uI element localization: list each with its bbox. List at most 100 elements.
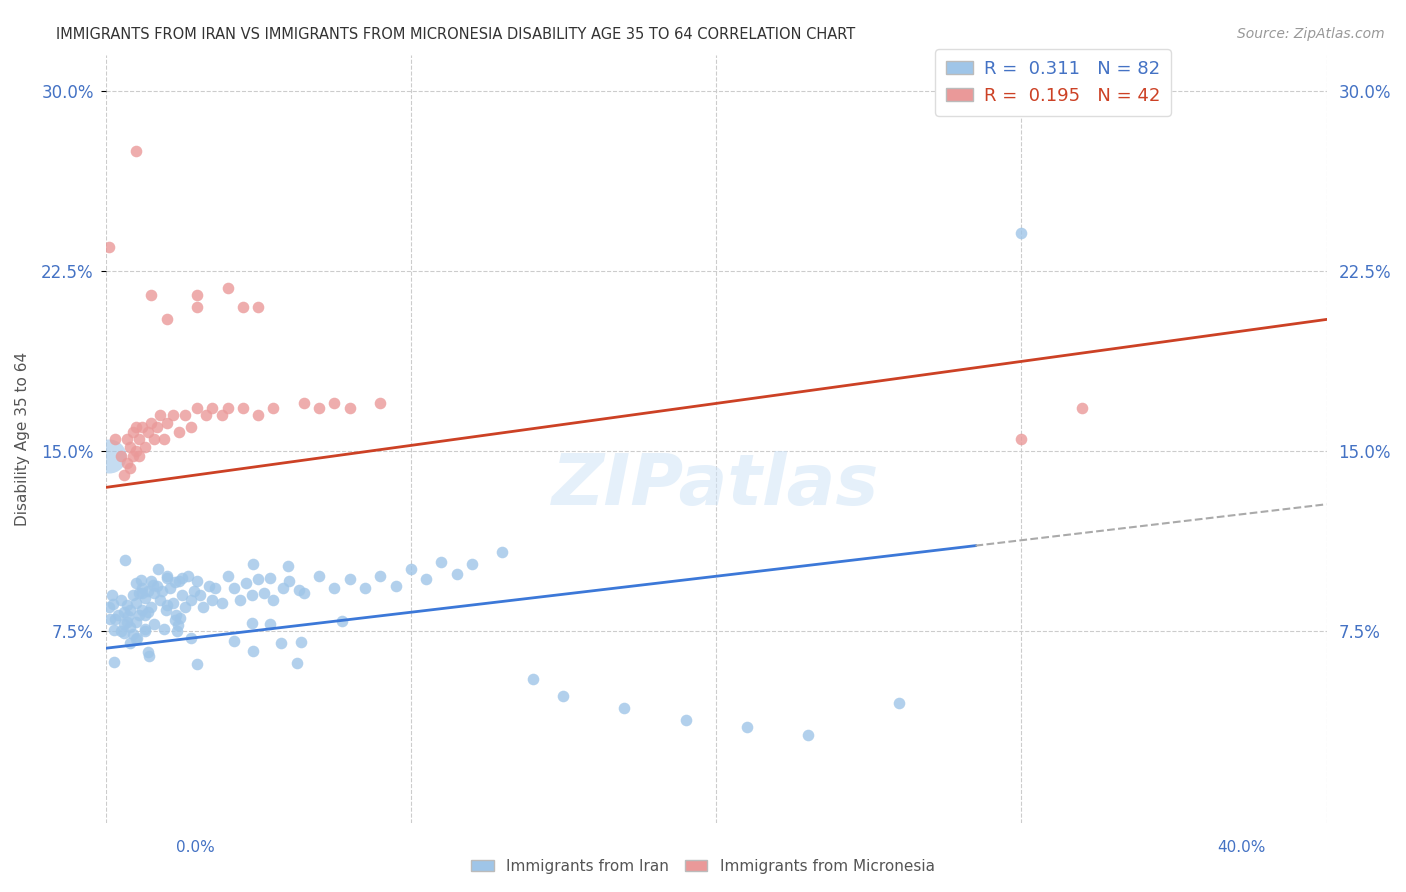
Point (110, 449, 132, 463)
Point (177, 569, 200, 583)
Point (141, 600, 163, 615)
Point (136, 605, 159, 619)
Point (155, 312, 177, 326)
Point (97, 240, 120, 254)
Point (247, 409, 270, 423)
Point (136, 583, 159, 598)
Point (141, 416, 163, 430)
Point (134, 622, 156, 636)
Point (323, 581, 346, 595)
Point (155, 569, 177, 583)
Point (330, 614, 353, 628)
Point (195, 409, 218, 423)
Point (180, 632, 202, 646)
Point (247, 572, 270, 586)
Point (149, 409, 172, 423)
Point (186, 657, 208, 671)
Point (118, 603, 141, 617)
Point (100, 612, 122, 626)
Point (150, 584, 173, 599)
Point (148, 562, 170, 576)
Point (146, 579, 169, 593)
Point (232, 301, 254, 315)
Point (201, 401, 224, 416)
Point (104, 433, 127, 447)
Point (115, 598, 138, 612)
Point (142, 577, 165, 591)
Point (339, 572, 361, 586)
Point (118, 440, 141, 454)
Point (217, 401, 239, 416)
Point (217, 569, 239, 583)
Text: 0.0%: 0.0% (176, 840, 215, 855)
Point (1071, 401, 1094, 416)
Point (259, 571, 281, 585)
Point (889, 697, 911, 711)
Point (128, 433, 150, 447)
Point (399, 562, 422, 576)
Point (141, 288, 163, 302)
Point (222, 633, 245, 648)
Point (103, 624, 125, 638)
Point (170, 589, 193, 603)
Point (186, 401, 208, 416)
Point (129, 574, 152, 588)
Point (112, 605, 135, 619)
Point (122, 425, 145, 440)
Point (165, 613, 187, 627)
Point (162, 596, 184, 610)
Legend: R =  0.311   N = 82, R =  0.195   N = 42: R = 0.311 N = 82, R = 0.195 N = 42 (935, 49, 1171, 116)
Point (112, 625, 135, 640)
Point (110, 624, 132, 639)
Text: ZIPatlas: ZIPatlas (553, 451, 880, 520)
Point (354, 581, 377, 595)
Point (143, 617, 166, 632)
Point (165, 607, 187, 622)
Point (247, 301, 270, 315)
Point (146, 420, 169, 434)
Point (138, 648, 160, 663)
Point (128, 586, 150, 600)
Point (118, 461, 141, 475)
Legend: Immigrants from Iran, Immigrants from Micronesia: Immigrants from Iran, Immigrants from Mi… (465, 853, 941, 880)
Point (107, 607, 129, 622)
Point (292, 586, 315, 600)
Point (97, 449, 120, 463)
Point (125, 420, 148, 434)
Point (125, 444, 148, 458)
Point (122, 449, 145, 463)
Point (368, 569, 391, 583)
Point (232, 401, 254, 416)
Point (240, 615, 263, 630)
Point (125, 631, 148, 645)
Point (134, 440, 156, 454)
Point (115, 615, 138, 629)
Point (97, 600, 120, 615)
Point (104, 612, 127, 626)
Point (115, 433, 138, 447)
Point (229, 593, 252, 607)
Point (149, 593, 172, 607)
Point (308, 401, 330, 416)
Point (156, 571, 179, 585)
Point (136, 425, 159, 440)
Point (134, 591, 156, 605)
Point (253, 586, 276, 600)
Point (166, 624, 188, 638)
Point (235, 576, 257, 591)
Point (240, 589, 263, 603)
Point (384, 579, 406, 593)
Point (186, 301, 208, 315)
Point (112, 468, 135, 483)
Point (290, 635, 312, 649)
Point (136, 645, 159, 659)
Point (167, 574, 190, 588)
Point (262, 593, 284, 607)
Point (125, 596, 148, 610)
Point (180, 593, 202, 607)
Point (222, 581, 245, 595)
Point (242, 644, 264, 658)
Point (103, 597, 125, 611)
Point (180, 420, 202, 434)
Point (430, 555, 453, 569)
